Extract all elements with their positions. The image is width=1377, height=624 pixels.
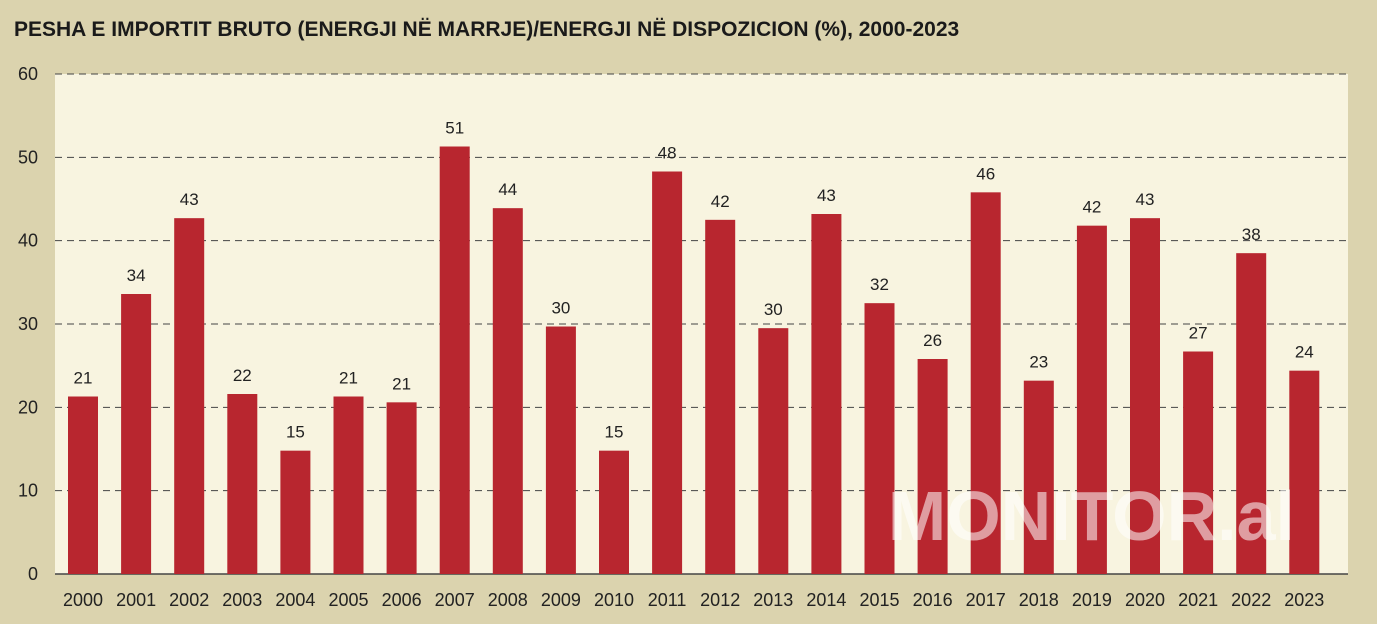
bar-2005 xyxy=(333,396,364,574)
bar-2016 xyxy=(917,359,948,574)
bar-2022 xyxy=(1236,253,1267,574)
x-tick-label-2011: 2011 xyxy=(648,590,687,610)
bar-2013 xyxy=(758,328,789,574)
data-label-2000: 21 xyxy=(74,369,93,388)
data-label-2023: 24 xyxy=(1295,343,1314,362)
data-label-2005: 21 xyxy=(339,369,358,388)
y-tick-label: 0 xyxy=(28,564,38,584)
bar-2012 xyxy=(705,219,736,575)
x-tick-label-2005: 2005 xyxy=(328,590,368,610)
bar-2019 xyxy=(1076,225,1107,574)
x-tick-label-2018: 2018 xyxy=(1019,590,1059,610)
bar-2021 xyxy=(1183,351,1214,574)
data-label-2008: 44 xyxy=(498,180,517,199)
x-tick-label-2021: 2021 xyxy=(1178,590,1218,610)
x-tick-label-2012: 2012 xyxy=(700,590,740,610)
chart-title: PESHA E IMPORTIT BRUTO (ENERGJI NË MARRJ… xyxy=(14,18,959,41)
y-tick-label: 40 xyxy=(18,231,38,251)
watermark-logo: MONITOR.al xyxy=(888,477,1295,555)
x-tick-label-2013: 2013 xyxy=(753,590,793,610)
x-tick-label-2022: 2022 xyxy=(1231,590,1271,610)
bar-2001 xyxy=(121,294,152,574)
data-label-2018: 23 xyxy=(1029,353,1048,372)
x-tick-label-2004: 2004 xyxy=(275,590,315,610)
x-tick-label-2006: 2006 xyxy=(382,590,422,610)
bar-2006 xyxy=(386,402,417,574)
data-label-2010: 15 xyxy=(605,423,624,442)
data-label-2006: 21 xyxy=(392,374,411,393)
x-tick-label-2019: 2019 xyxy=(1072,590,1112,610)
x-axis-ticks: 2000 2001 2002 2003 2004 2005 2006 2007 2008 2009… xyxy=(63,590,1324,610)
data-label-2003: 22 xyxy=(233,366,252,385)
bar-2002 xyxy=(174,218,205,574)
x-tick-label-2015: 2015 xyxy=(859,590,899,610)
y-tick-label: 50 xyxy=(18,147,38,167)
data-label-2015: 32 xyxy=(870,275,889,294)
x-tick-label-2017: 2017 xyxy=(966,590,1006,610)
bar-2015 xyxy=(864,303,895,574)
data-label-2009: 30 xyxy=(551,299,570,318)
x-tick-label-2014: 2014 xyxy=(806,590,846,610)
bar-2009 xyxy=(545,326,576,574)
bar-2007 xyxy=(439,146,470,574)
x-tick-label-2008: 2008 xyxy=(488,590,528,610)
bar-2003 xyxy=(227,394,258,574)
data-label-2001: 34 xyxy=(127,266,146,285)
data-labels: 21 34 43 22 15 21 21 51 44 30 15 48 42 30 43 32 26 46 23 42… xyxy=(74,119,1314,442)
data-label-2007: 51 xyxy=(445,119,464,138)
data-label-2011: 48 xyxy=(658,144,677,163)
x-tick-label-2009: 2009 xyxy=(541,590,581,610)
y-tick-label: 30 xyxy=(18,314,38,334)
data-label-2016: 26 xyxy=(923,331,942,350)
data-label-2013: 30 xyxy=(764,300,783,319)
data-label-2004: 15 xyxy=(286,423,305,442)
x-tick-label-2010: 2010 xyxy=(594,590,634,610)
y-axis-ticks: 0 10 20 30 40 50 60 xyxy=(18,64,38,584)
x-tick-label-2002: 2002 xyxy=(169,590,209,610)
data-label-2002: 43 xyxy=(180,190,199,209)
x-tick-label-2016: 2016 xyxy=(913,590,953,610)
data-label-2021: 27 xyxy=(1189,324,1208,343)
data-label-2022: 38 xyxy=(1242,225,1261,244)
bar-2011 xyxy=(652,171,683,574)
y-tick-label: 60 xyxy=(18,64,38,84)
bars xyxy=(68,146,1320,575)
x-tick-label-2000: 2000 xyxy=(63,590,103,610)
y-tick-label: 20 xyxy=(18,397,38,417)
data-label-2019: 42 xyxy=(1082,198,1101,217)
bar-2017 xyxy=(970,192,1001,575)
x-tick-label-2023: 2023 xyxy=(1284,590,1324,610)
data-label-2017: 46 xyxy=(976,164,995,183)
bar-2004 xyxy=(280,450,311,574)
bar-2010 xyxy=(599,450,629,574)
x-tick-label-2003: 2003 xyxy=(222,590,262,610)
data-label-2012: 42 xyxy=(711,192,730,211)
x-tick-label-2001: 2001 xyxy=(116,590,156,610)
bar-2020 xyxy=(1130,218,1160,574)
data-label-2014: 43 xyxy=(817,186,836,205)
data-label-2020: 43 xyxy=(1136,190,1155,209)
bar-2000 xyxy=(68,396,98,574)
y-tick-label: 10 xyxy=(18,481,38,501)
x-tick-label-2007: 2007 xyxy=(435,590,475,610)
bar-2014 xyxy=(811,214,842,574)
bar-2008 xyxy=(492,208,523,574)
bar-2023 xyxy=(1289,370,1320,574)
bar-2018 xyxy=(1023,380,1054,574)
x-tick-label-2020: 2020 xyxy=(1125,590,1165,610)
